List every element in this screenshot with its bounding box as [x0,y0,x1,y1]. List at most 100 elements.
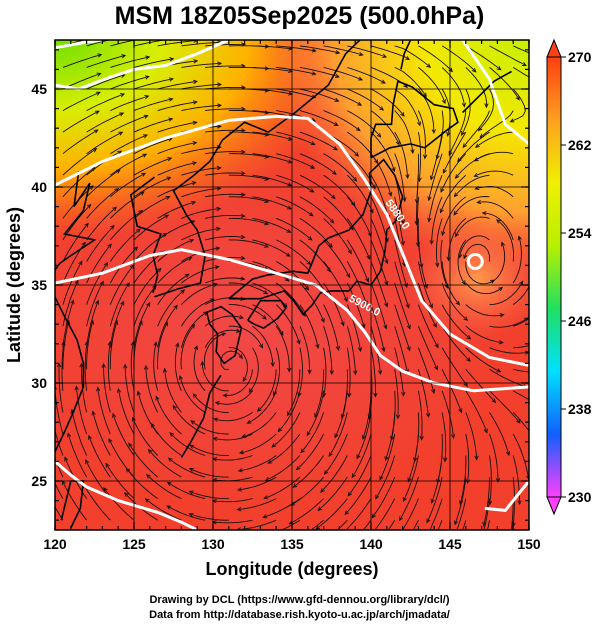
streamline [289,498,324,525]
streamline [478,88,494,131]
streamline [157,220,195,241]
streamline [299,45,340,54]
streamline-arrow [189,238,195,243]
streamline [299,326,311,374]
streamline [276,239,311,265]
streamline-arrow [461,102,467,108]
streamline-arrow [357,101,363,106]
streamline-arrow [391,167,396,173]
streamline [368,369,373,419]
x-tick-labels: 120 125 130 135 140 145 150 [43,536,541,552]
streamline-arrow [188,490,194,495]
streamline [62,320,70,370]
streamline-arrow [453,192,459,198]
streamline-arrow [263,495,269,500]
streamline-arrow [344,510,349,516]
streamline-arrow [406,324,411,330]
streamline [157,101,197,112]
streamline [394,88,421,126]
streamline [429,498,443,530]
streamline [489,281,524,306]
streamline [145,365,159,413]
streamline-arrow [451,434,456,440]
streamline-arrow [516,418,521,424]
height-contour [484,480,529,512]
streamline [239,433,277,454]
streamline-arrow [91,410,96,416]
colorbar-ticks: 230 238 246 254 262 270 [561,49,592,505]
streamline-arrow [479,542,482,546]
streamline [394,110,414,154]
streamline-arrow [153,341,158,347]
streamline [276,45,316,52]
streamline-arrow [440,187,445,193]
streamline [482,212,514,241]
streamline [465,369,496,403]
streamline [133,302,151,348]
streamline [323,174,356,206]
streamline-arrow [78,260,83,266]
streamline-arrow [376,132,382,138]
streamline [252,88,293,95]
streamline-arrow [286,228,292,233]
streamline-arrow [496,368,502,373]
streamline-arrow [400,240,405,247]
streamline-arrow [107,243,112,249]
streamline-arrow [240,213,246,218]
streamline [489,412,510,456]
streamline [314,369,325,418]
streamline-arrow [173,304,178,310]
streamline [55,506,64,521]
streamline [323,153,357,182]
y-tick-label: 45 [31,81,47,97]
streamline-arrow [117,150,123,155]
streamline-arrow [155,395,160,401]
streamline [248,347,259,393]
streamline-arrow [264,110,270,115]
colorbar-body [546,56,562,498]
streamline-arrow [354,152,360,157]
streamline-arrow [310,164,316,169]
streamline [168,457,206,478]
streamline [109,320,118,370]
streamline-arrow [156,267,162,273]
streamline [512,390,529,401]
streamline-arrow [213,282,219,287]
streamline-arrow [496,65,502,71]
streamline [299,66,340,78]
streamline [157,289,185,327]
streamline [109,264,135,305]
streamline [461,88,471,136]
streamline-arrow [515,95,520,101]
lat-lon-grid [55,40,529,530]
streamline [347,66,386,84]
streamline-arrow [96,72,102,77]
coastlines [55,40,512,529]
streamline-arrow [463,382,468,387]
streamline [112,413,135,456]
streamline [489,67,520,101]
streamline [475,131,514,148]
streamline-arrow [422,154,428,160]
streamline-arrow [296,339,301,345]
coast-korea-east [154,139,224,298]
streamline [275,261,309,291]
streamline [418,45,453,72]
streamline [370,196,389,242]
streamline-arrow [287,182,293,187]
streamline-arrow [340,413,345,419]
streamline-arrow [521,62,527,66]
x-tick-label: 135 [280,536,304,552]
streamline [110,40,138,47]
streamline [205,172,245,176]
streamline [110,134,148,155]
streamline-arrow [116,387,122,393]
streamline [459,455,467,505]
streamline [157,121,197,133]
streamline-arrow [343,297,348,303]
streamline-arrow [435,262,440,268]
streamline [276,66,316,75]
streamline [394,131,409,179]
streamline [346,239,369,282]
streamline-arrow [505,451,511,457]
